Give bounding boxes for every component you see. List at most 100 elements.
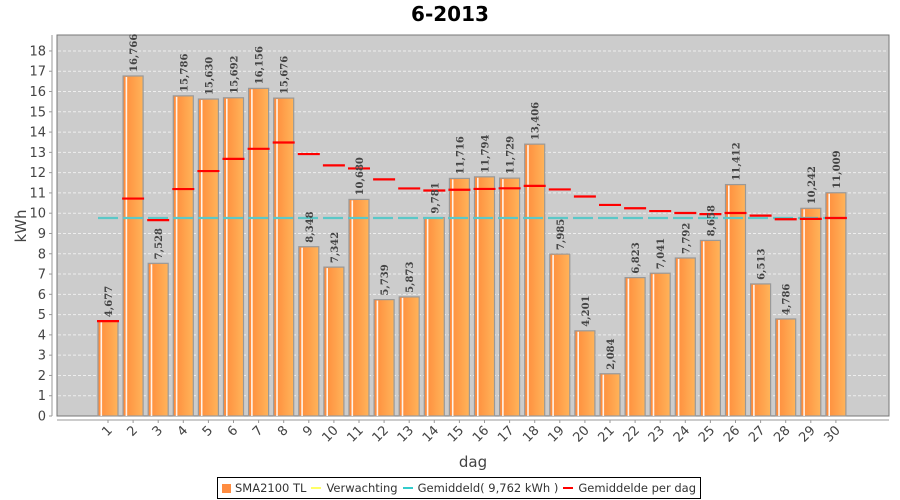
bar-body <box>599 373 621 417</box>
data-label: 7,528 <box>154 228 165 259</box>
x-tick-label: 26 <box>721 423 743 445</box>
data-label: 7,985 <box>556 219 567 250</box>
bar <box>398 296 420 417</box>
bar <box>122 75 144 417</box>
bar <box>97 320 119 417</box>
x-tick-label: 18 <box>520 423 542 445</box>
data-label: 6,513 <box>757 249 768 280</box>
data-label: 7,041 <box>656 238 667 269</box>
y-tick-label: 2 <box>38 369 46 384</box>
bar-body <box>699 239 722 417</box>
bar <box>624 277 646 417</box>
bar <box>674 257 696 417</box>
bar-highlight <box>401 297 404 416</box>
y-tick-label: 18 <box>29 44 46 59</box>
bar-body <box>800 207 822 417</box>
data-label: 8,348 <box>305 211 316 242</box>
data-label: 11,716 <box>455 136 466 174</box>
legend-label: Gemiddeld( 9,762 kWh ) <box>417 481 559 495</box>
bar <box>298 246 320 417</box>
x-tick-label: 20 <box>570 423 592 445</box>
bar <box>423 217 445 417</box>
bar-highlight <box>125 76 128 416</box>
bar-highlight <box>577 331 579 416</box>
bar <box>549 253 571 417</box>
daily-average-markers <box>97 141 847 323</box>
bar-body <box>649 272 671 417</box>
x-tick-label: 15 <box>445 423 467 445</box>
bar-highlight <box>351 200 354 416</box>
bar-body <box>473 176 496 417</box>
x-tick-label: 21 <box>596 423 618 445</box>
bar-highlight <box>828 193 830 416</box>
data-label: 2,084 <box>606 338 617 369</box>
x-tick-label: 6 <box>225 423 241 439</box>
data-label: 5,739 <box>380 264 391 295</box>
y-tick-label: 11 <box>29 186 46 201</box>
data-label: 11,009 <box>832 150 843 188</box>
x-tick-label: 23 <box>646 423 668 445</box>
bar-highlight <box>677 258 680 416</box>
bar-body <box>775 318 797 417</box>
legend-item: SMA2100 TL <box>222 481 306 495</box>
bar <box>323 266 345 417</box>
data-label: 4,201 <box>581 295 592 326</box>
bar-body <box>749 283 772 417</box>
legend-swatch-box <box>222 483 231 493</box>
x-tick-label: 17 <box>495 423 517 445</box>
y-tick-label: 8 <box>38 247 46 262</box>
data-label: 4,786 <box>782 284 793 315</box>
bar-body <box>323 266 345 417</box>
data-label: 7,342 <box>330 232 341 263</box>
x-axis-label: dag <box>459 453 487 471</box>
bar-body <box>147 262 169 417</box>
bar <box>574 330 596 417</box>
y-tick-label: 3 <box>38 349 46 364</box>
bar-highlight <box>100 322 103 416</box>
bar-highlight <box>753 284 755 416</box>
data-label: 8,658 <box>706 205 717 236</box>
x-tick-label: 12 <box>370 423 392 445</box>
legend-item: Gemiddeld( 9,762 kWh ) <box>402 481 559 495</box>
data-label: 4,677 <box>104 286 115 317</box>
bars <box>97 75 847 417</box>
bar-body <box>273 97 295 417</box>
bar-body <box>574 330 596 417</box>
y-tick-label: 1 <box>38 389 46 404</box>
data-label: 7,792 <box>681 223 692 254</box>
y-axis-label: kWh <box>12 209 30 242</box>
data-label: 16,156 <box>255 46 266 84</box>
bar <box>800 207 822 417</box>
x-tick-label: 28 <box>771 423 793 445</box>
bar-body <box>549 253 571 417</box>
bar <box>373 299 395 417</box>
x-tick-label: 24 <box>671 423 693 445</box>
bar-highlight <box>652 274 655 416</box>
bar <box>825 192 847 417</box>
bar <box>473 176 496 417</box>
x-tick-label: 10 <box>319 423 341 445</box>
legend-item: Gemiddelde per dag <box>563 481 696 495</box>
x-tick-label: 13 <box>395 423 417 445</box>
bar-highlight <box>226 98 228 417</box>
x-tick-label: 14 <box>420 423 442 445</box>
grid-lines <box>58 50 888 397</box>
bar-highlight <box>552 255 554 416</box>
bar-body <box>348 198 370 417</box>
y-tick-label: 4 <box>38 328 46 343</box>
y-tick-label: 6 <box>38 288 46 303</box>
y-tick-label: 16 <box>29 85 46 100</box>
x-tick-label: 5 <box>200 423 216 439</box>
data-label: 15,786 <box>179 54 190 92</box>
bar-highlight <box>702 241 705 416</box>
data-label: 10,242 <box>807 166 818 204</box>
bar-highlight <box>200 100 203 417</box>
x-tick-label: 11 <box>345 423 367 445</box>
bar-highlight <box>477 177 479 416</box>
data-label: 10,680 <box>355 157 366 195</box>
bar <box>348 198 370 417</box>
x-tick-label: 19 <box>545 423 567 445</box>
bar <box>197 98 219 417</box>
bar <box>749 283 772 417</box>
bar-body <box>499 177 521 417</box>
